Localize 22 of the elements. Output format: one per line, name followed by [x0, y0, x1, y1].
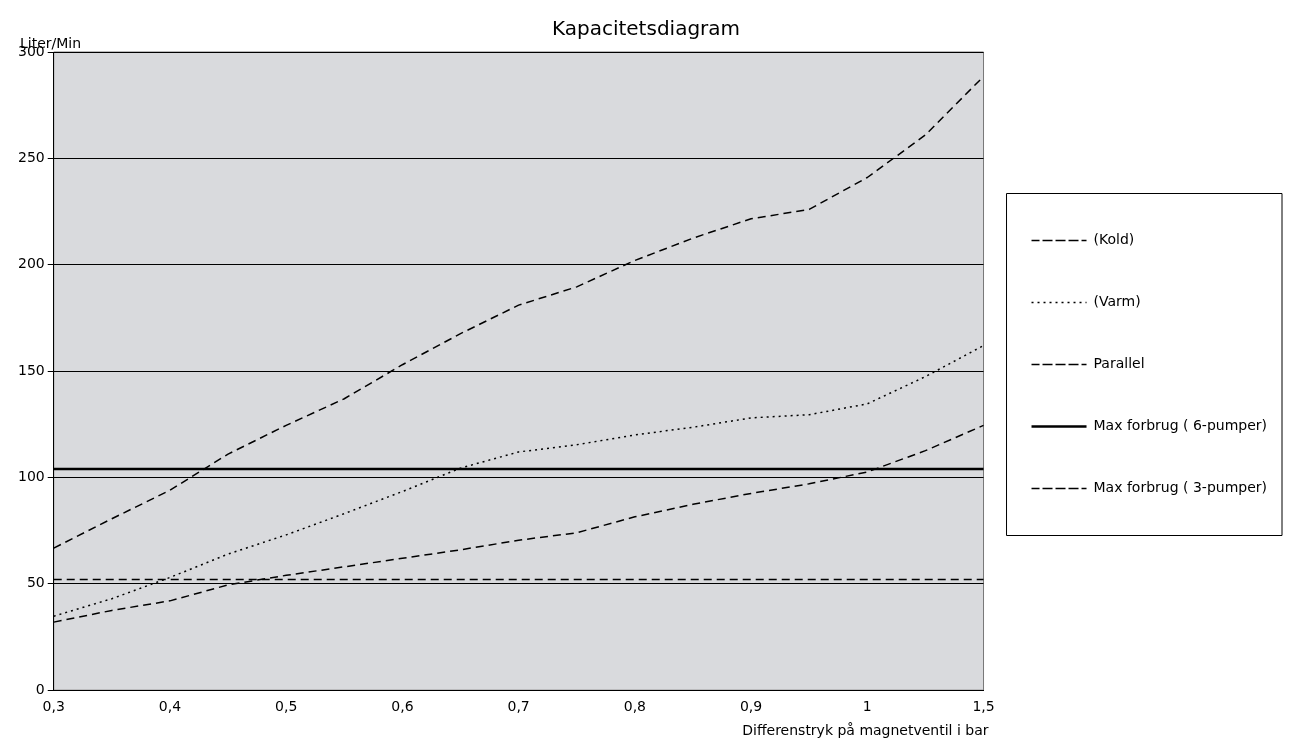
y-tick-label: 0	[35, 680, 45, 697]
chart-title: Kapacitetsdiagram	[551, 16, 741, 41]
legend-label: Max forbrug ( 6-pumper)	[1093, 417, 1267, 434]
y-tick-label: 200	[17, 255, 45, 272]
x-tick-label: 0,4	[158, 698, 182, 715]
legend-label: Max forbrug ( 3-pumper)	[1093, 479, 1267, 496]
x-tick-label: 0,8	[623, 698, 646, 715]
legend-label: (Kold)	[1093, 231, 1135, 248]
x-axis-title: Differenstryk på magnetventil i bar	[742, 722, 989, 738]
x-tick-label: 0,9	[739, 698, 763, 715]
legend-label: Parallel	[1093, 355, 1145, 372]
y-tick-label: 50	[26, 574, 45, 591]
x-tick-label: 0,6	[391, 698, 414, 715]
y-tick-label: 100	[17, 468, 45, 485]
x-tick-label: 0,3	[42, 698, 65, 715]
x-tick-label: 0,5	[275, 698, 298, 715]
legend-label: (Varm)	[1093, 293, 1141, 310]
x-tick-label: 1,5	[972, 698, 995, 715]
y-tick-label: 150	[17, 361, 45, 378]
x-tick-label: 0,7	[507, 698, 530, 715]
x-tick-label: 1	[862, 698, 872, 715]
y-tick-label: 250	[17, 149, 45, 166]
